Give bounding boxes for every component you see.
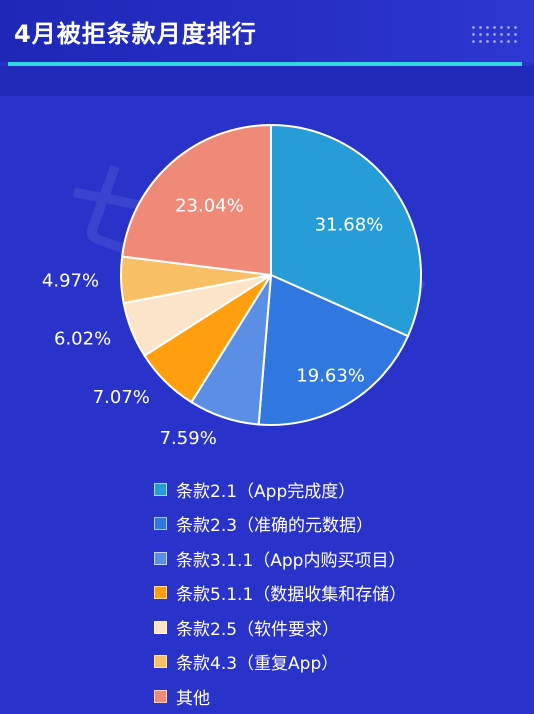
- slice-label-2: 19.63%: [296, 366, 365, 387]
- legend-label: 条款5.1.1（数据收集和存储）: [176, 585, 407, 606]
- legend-label: 条款3.1.1（App内购买项目）: [176, 550, 406, 571]
- header-bar: 4月被拒条款月度排行: [0, 0, 534, 62]
- legend-item: 条款2.1（App完成度）: [154, 472, 406, 507]
- legend-label: 条款2.1（App完成度）: [176, 481, 356, 502]
- slice-label-1: 31.68%: [315, 214, 384, 235]
- pie-chart: 31.68% 19.63% 7.59% 7.07% 6.02% 4.97% 23.04%: [42, 123, 422, 449]
- legend-item: 条款5.1.1（数据收集和存储）: [154, 576, 406, 611]
- dot-grid-icon: [470, 24, 520, 46]
- legend-swatch: [154, 586, 167, 600]
- header-accent-line: [8, 62, 522, 66]
- legend-label: 条款2.3（准确的元数据）: [176, 516, 374, 537]
- legend-item: 条款2.5（软件要求）: [154, 610, 406, 645]
- pie-slice-7: [121, 123, 272, 277]
- header-band: [0, 66, 534, 96]
- legend-label: 条款2.5（软件要求）: [176, 619, 340, 640]
- slice-label-7: 23.04%: [175, 195, 244, 216]
- legend-swatch: [154, 517, 167, 531]
- page-title: 4月被拒条款月度排行: [14, 20, 257, 48]
- slice-label-3: 7.59%: [160, 428, 217, 449]
- legend-swatch: [154, 551, 167, 565]
- legend-swatch: [154, 482, 167, 496]
- legend-label: 其他: [176, 688, 210, 709]
- legend-item: 其他: [154, 679, 406, 714]
- legend-item: 条款2.3（准确的元数据）: [154, 507, 406, 542]
- legend-label: 条款4.3（重复App）: [176, 654, 339, 675]
- legend-item: 条款4.3（重复App）: [154, 645, 406, 680]
- legend-swatch: [154, 689, 167, 703]
- chart-legend: 条款2.1（App完成度） 条款2.3（准确的元数据） 条款3.1.1（App内购买…: [154, 472, 406, 714]
- slice-label-4: 7.07%: [93, 387, 150, 408]
- pie-slice-1: [270, 123, 422, 338]
- legend-swatch: [154, 655, 167, 669]
- slice-label-6: 4.97%: [42, 271, 99, 292]
- pie-slice-2: [257, 273, 410, 426]
- legend-item: 条款3.1.1（App内购买项目）: [154, 541, 406, 576]
- slice-label-5: 6.02%: [54, 329, 111, 350]
- legend-swatch: [154, 620, 167, 634]
